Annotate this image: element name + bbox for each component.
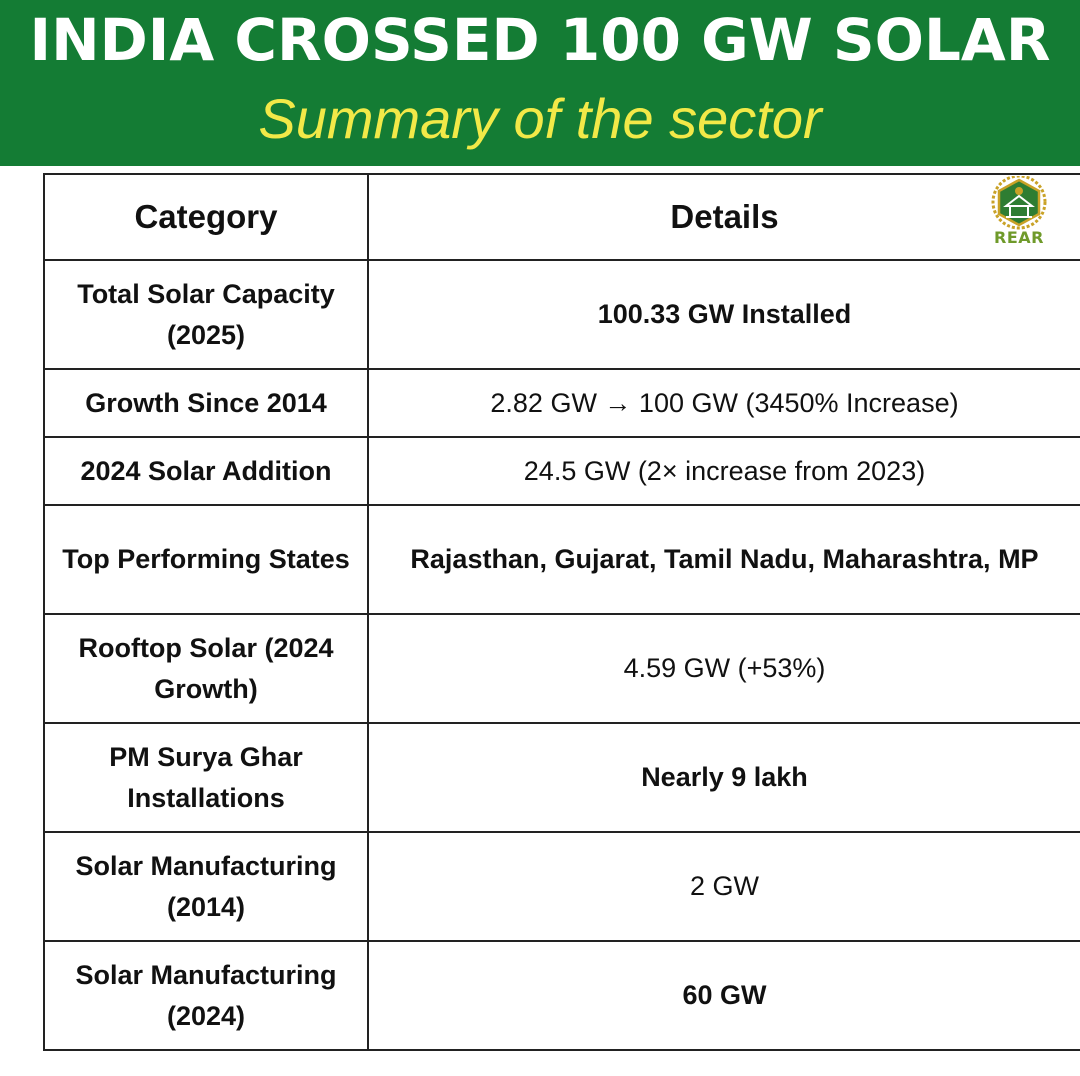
- row-category: PM Surya Ghar Installations: [43, 722, 369, 833]
- row-details: Rajasthan, Gujarat, Tamil Nadu, Maharash…: [367, 504, 1080, 615]
- summary-table-container: Category Details Total Solar Capacity (2…: [43, 173, 1080, 1051]
- page-subtitle: Summary of the sector: [258, 87, 822, 150]
- header-category: Category: [43, 173, 369, 261]
- row-category: Solar Manufacturing (2024): [43, 940, 369, 1051]
- header-banner: INDIA CROSSED 100 GW SOLAR Summary of th…: [0, 0, 1080, 166]
- row-details: 24.5 GW (2× increase from 2023): [367, 436, 1080, 506]
- summary-table: Category Details Total Solar Capacity (2…: [43, 173, 1080, 1051]
- row-category: 2024 Solar Addition: [43, 436, 369, 506]
- header-details: Details: [367, 173, 1080, 261]
- table-row: PM Surya Ghar Installations Nearly 9 lak…: [43, 722, 1080, 833]
- table-row: Solar Manufacturing (2014) 2 GW: [43, 831, 1080, 942]
- rear-logo: REAR: [984, 174, 1054, 248]
- table-row: 2024 Solar Addition 24.5 GW (2× increase…: [43, 436, 1080, 506]
- row-details: 4.59 GW (+53%): [367, 613, 1080, 724]
- row-details: 2.82 GW → 100 GW (3450% Increase): [367, 368, 1080, 438]
- row-details: Nearly 9 lakh: [367, 722, 1080, 833]
- row-details: 2 GW: [367, 831, 1080, 942]
- page-title: INDIA CROSSED 100 GW SOLAR: [29, 6, 1051, 74]
- row-category: Rooftop Solar (2024 Growth): [43, 613, 369, 724]
- table-row: Rooftop Solar (2024 Growth) 4.59 GW (+53…: [43, 613, 1080, 724]
- logo-text: REAR: [994, 228, 1044, 247]
- table-row: Growth Since 2014 2.82 GW → 100 GW (3450…: [43, 368, 1080, 438]
- row-category: Top Performing States: [43, 504, 369, 615]
- table-header-row: Category Details: [43, 173, 1080, 261]
- row-details: 60 GW: [367, 940, 1080, 1051]
- row-category: Growth Since 2014: [43, 368, 369, 438]
- row-category: Solar Manufacturing (2014): [43, 831, 369, 942]
- solar-house-hexagon-logo-icon: [991, 174, 1047, 230]
- table-row: Solar Manufacturing (2024) 60 GW: [43, 940, 1080, 1051]
- table-row: Total Solar Capacity (2025) 100.33 GW In…: [43, 259, 1080, 370]
- row-category: Total Solar Capacity (2025): [43, 259, 369, 370]
- row-details: 100.33 GW Installed: [367, 259, 1080, 370]
- table-row: Top Performing States Rajasthan, Gujarat…: [43, 504, 1080, 615]
